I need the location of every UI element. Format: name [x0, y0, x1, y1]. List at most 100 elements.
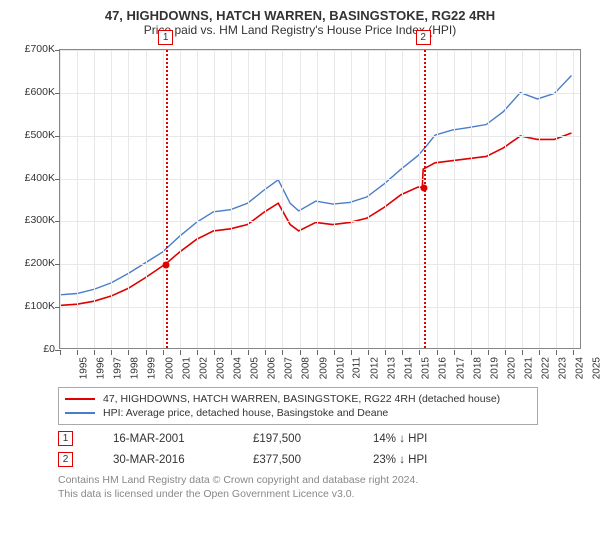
grid-line-v — [231, 50, 232, 348]
x-tick-label: 2018 — [472, 357, 483, 379]
x-tick-label: 2022 — [540, 357, 551, 379]
x-tick-label: 2024 — [575, 357, 586, 379]
x-tick — [197, 350, 198, 355]
grid-line-v — [163, 50, 164, 348]
x-tick — [385, 350, 386, 355]
x-tick-label: 1999 — [147, 357, 158, 379]
marker-dot — [163, 262, 170, 269]
transaction-price: £197,500 — [253, 433, 333, 445]
grid-line-v — [94, 50, 95, 348]
transaction-date: 30-MAR-2016 — [113, 454, 213, 466]
x-tick-label: 2021 — [523, 357, 534, 379]
x-tick-label: 2009 — [318, 357, 329, 379]
grid-line-v — [146, 50, 147, 348]
x-tick — [282, 350, 283, 355]
y-tick-label: £700K — [11, 43, 55, 55]
x-tick-label: 2006 — [267, 357, 278, 379]
x-tick — [351, 350, 352, 355]
grid-line-v — [471, 50, 472, 348]
x-tick-label: 2010 — [335, 357, 346, 379]
x-tick — [128, 350, 129, 355]
x-tick — [368, 350, 369, 355]
grid-line-v — [282, 50, 283, 348]
grid-line-v — [437, 50, 438, 348]
x-tick — [505, 350, 506, 355]
x-tick-label: 2016 — [438, 357, 449, 379]
x-tick — [146, 350, 147, 355]
grid-line-v — [180, 50, 181, 348]
grid-line-v — [454, 50, 455, 348]
x-tick — [111, 350, 112, 355]
y-tick-label: £0 — [11, 343, 55, 355]
x-tick — [454, 350, 455, 355]
x-tick — [248, 350, 249, 355]
transaction-price: £377,500 — [253, 454, 333, 466]
x-tick-label: 2005 — [249, 357, 260, 379]
x-tick-label: 2025 — [592, 357, 600, 379]
x-tick-label: 2017 — [455, 357, 466, 379]
x-tick-label: 2019 — [489, 357, 500, 379]
grid-line-v — [128, 50, 129, 348]
chart-area: £0£100K£200K£300K£400K£500K£600K£700K 12… — [13, 41, 587, 381]
legend-label: 47, HIGHDOWNS, HATCH WARREN, BASINGSTOKE… — [103, 393, 500, 405]
transaction-marker-box: 1 — [58, 431, 73, 446]
grid-line-v — [556, 50, 557, 348]
x-tick — [265, 350, 266, 355]
transaction-date: 16-MAR-2001 — [113, 433, 213, 445]
x-tick-label: 1995 — [78, 357, 89, 379]
grid-line-v — [419, 50, 420, 348]
marker-dot — [420, 185, 427, 192]
x-tick — [77, 350, 78, 355]
x-tick-label: 2008 — [301, 357, 312, 379]
transaction-delta: 23% ↓ HPI — [373, 454, 427, 466]
grid-line-h — [60, 221, 580, 222]
plot-region: 12 — [59, 49, 581, 349]
grid-line-v — [265, 50, 266, 348]
x-tick-label: 2015 — [421, 357, 432, 379]
footer-text: Contains HM Land Registry data © Crown c… — [58, 473, 588, 501]
marker-line — [424, 50, 426, 348]
legend-swatch — [65, 412, 95, 414]
x-tick — [231, 350, 232, 355]
grid-line-h — [60, 50, 580, 51]
legend-row: HPI: Average price, detached house, Basi… — [65, 406, 531, 420]
x-tick-label: 1998 — [130, 357, 141, 379]
grid-line-v — [539, 50, 540, 348]
x-tick — [94, 350, 95, 355]
x-tick — [402, 350, 403, 355]
x-tick — [180, 350, 181, 355]
line-svg — [60, 50, 580, 348]
table-row: 2 30-MAR-2016 £377,500 23% ↓ HPI — [58, 452, 588, 467]
x-tick — [317, 350, 318, 355]
x-tick — [522, 350, 523, 355]
y-tick-label: £600K — [11, 86, 55, 98]
chart-title: 47, HIGHDOWNS, HATCH WARREN, BASINGSTOKE… — [12, 8, 588, 23]
transaction-marker-box: 2 — [58, 452, 73, 467]
footer-line-1: Contains HM Land Registry data © Crown c… — [58, 473, 588, 487]
y-tick-label: £200K — [11, 257, 55, 269]
grid-line-v — [351, 50, 352, 348]
grid-line-v — [522, 50, 523, 348]
x-tick — [573, 350, 574, 355]
grid-line-h — [60, 93, 580, 94]
x-tick-label: 2012 — [369, 357, 380, 379]
y-tick-label: £500K — [11, 129, 55, 141]
title-block: 47, HIGHDOWNS, HATCH WARREN, BASINGSTOKE… — [12, 8, 588, 37]
grid-line-v — [488, 50, 489, 348]
legend-swatch — [65, 398, 95, 400]
grid-line-v — [300, 50, 301, 348]
x-tick — [334, 350, 335, 355]
x-tick-label: 2007 — [284, 357, 295, 379]
grid-line-v — [573, 50, 574, 348]
grid-line-h — [60, 136, 580, 137]
chart-subtitle: Price paid vs. HM Land Registry's House … — [12, 23, 588, 37]
x-tick-label: 2002 — [198, 357, 209, 379]
x-tick — [300, 350, 301, 355]
grid-line-v — [368, 50, 369, 348]
grid-line-v — [248, 50, 249, 348]
transaction-delta: 14% ↓ HPI — [373, 433, 427, 445]
grid-line-v — [214, 50, 215, 348]
x-tick-label: 2013 — [386, 357, 397, 379]
x-tick-label: 1997 — [112, 357, 123, 379]
grid-line-v — [197, 50, 198, 348]
